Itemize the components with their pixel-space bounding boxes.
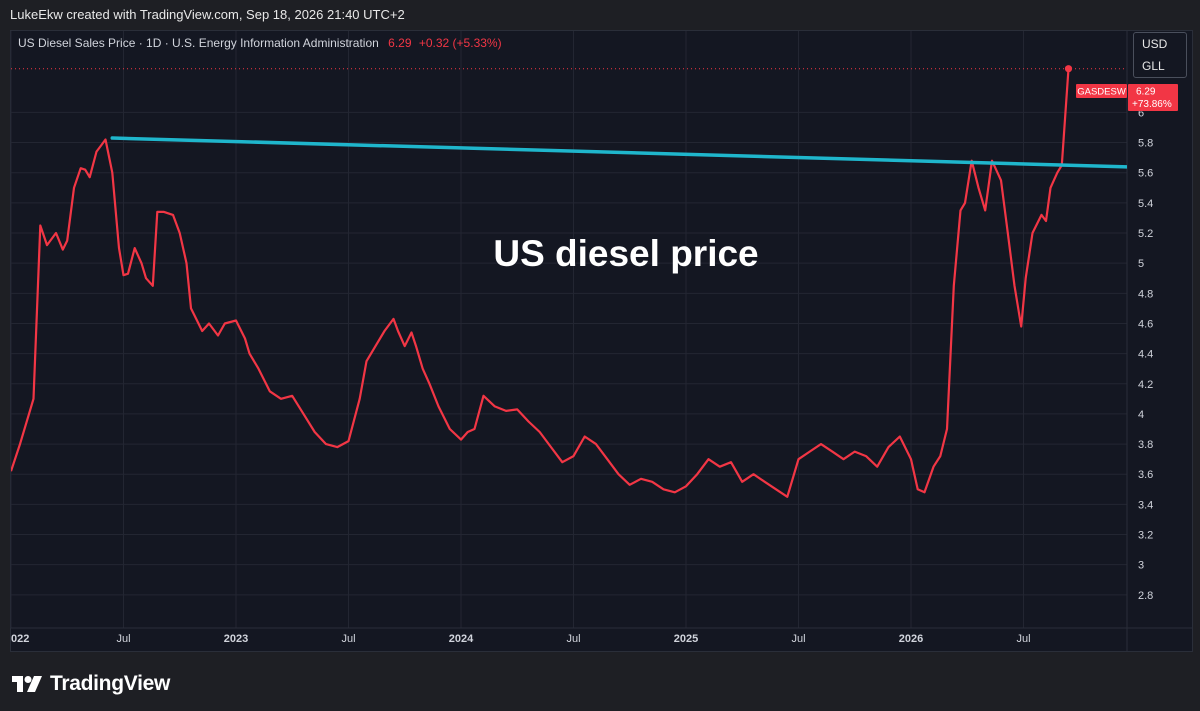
x-tick-label: Jul	[791, 633, 805, 645]
y-tick-label: 5.2	[1138, 228, 1153, 240]
y-tick-label: 5.6	[1138, 168, 1153, 180]
y-tick-label: 3.4	[1138, 499, 1153, 511]
y-tick-label: 3.6	[1138, 469, 1153, 481]
price-tag-change: +73.86%	[1132, 99, 1172, 110]
x-tick-label: 2025	[674, 633, 698, 645]
last-price-dot	[1064, 65, 1073, 73]
legend-title: US Diesel Sales Price · 1D · U.S. Energy…	[18, 36, 379, 50]
series-line-diesel[interactable]	[11, 68, 1070, 498]
currency-unit[interactable]: USD	[1142, 37, 1168, 51]
time-axis[interactable]: 022 Jul 2023 Jul 2024 Jul 2025 Jul 2026 Jul	[11, 633, 1031, 645]
attribution-text: LukeEkw created with TradingView.com, Se…	[10, 7, 405, 22]
volume-unit[interactable]: GLL	[1142, 59, 1165, 73]
x-tick-label: Jul	[341, 633, 355, 645]
footer-branding: TradingView	[12, 670, 170, 698]
y-tick-label: 5.4	[1138, 198, 1153, 210]
x-tick-label: 2026	[899, 633, 923, 645]
tradingview-logo-icon	[12, 676, 42, 692]
y-tick-label: 5.8	[1138, 138, 1153, 150]
price-tag: GASDESW 6.29 +73.86%	[1076, 84, 1178, 111]
y-tick-label: 2.8	[1138, 590, 1153, 602]
legend-last: 6.29	[388, 36, 412, 50]
x-tick-label: 022	[11, 633, 29, 645]
y-tick-label: 6	[1138, 107, 1144, 119]
y-tick-label: 4.2	[1138, 379, 1153, 391]
price-tag-value-bg	[1128, 84, 1178, 111]
trendline[interactable]	[110, 136, 1174, 169]
x-tick-label: 2024	[449, 633, 474, 645]
x-tick-label: Jul	[1016, 633, 1030, 645]
y-tick-label: 4.4	[1138, 349, 1153, 361]
price-tag-value: 6.29	[1136, 87, 1156, 98]
grid	[10, 31, 1127, 628]
unit-selector[interactable]: USD GLL	[1133, 32, 1187, 78]
y-tick-label: 4	[1138, 409, 1144, 421]
y-tick-label: 5	[1138, 258, 1144, 270]
price-tag-symbol-bg	[1076, 84, 1127, 98]
brand-name: TradingView	[50, 672, 171, 695]
x-tick-label: 2023	[224, 633, 248, 645]
chart-annotation[interactable]: US diesel price	[493, 233, 758, 274]
y-tick-label: 4.6	[1138, 318, 1153, 330]
price-tag-symbol: GASDESW	[1077, 87, 1126, 98]
chart-legend[interactable]: US Diesel Sales Price · 1D · U.S. Energy…	[18, 36, 502, 50]
attribution-bar: LukeEkw created with TradingView.com, Se…	[0, 0, 1200, 30]
chart-frame[interactable]	[10, 30, 1193, 652]
legend-change: +0.32 (+5.33%)	[418, 36, 502, 50]
price-axis[interactable]: 2.8 3 3.2 3.4 3.6 3.8 4 4.2 4.4 4.6 4.8 5 5.2 5.4 5.6 5…	[1138, 107, 1153, 601]
y-tick-label: 4.8	[1138, 288, 1153, 300]
y-tick-label: 3.2	[1138, 530, 1153, 542]
x-tick-label: Jul	[566, 633, 580, 645]
x-tick-label: Jul	[116, 633, 130, 645]
y-tick-label: 3.8	[1138, 439, 1153, 451]
y-tick-label: 3	[1138, 560, 1144, 572]
